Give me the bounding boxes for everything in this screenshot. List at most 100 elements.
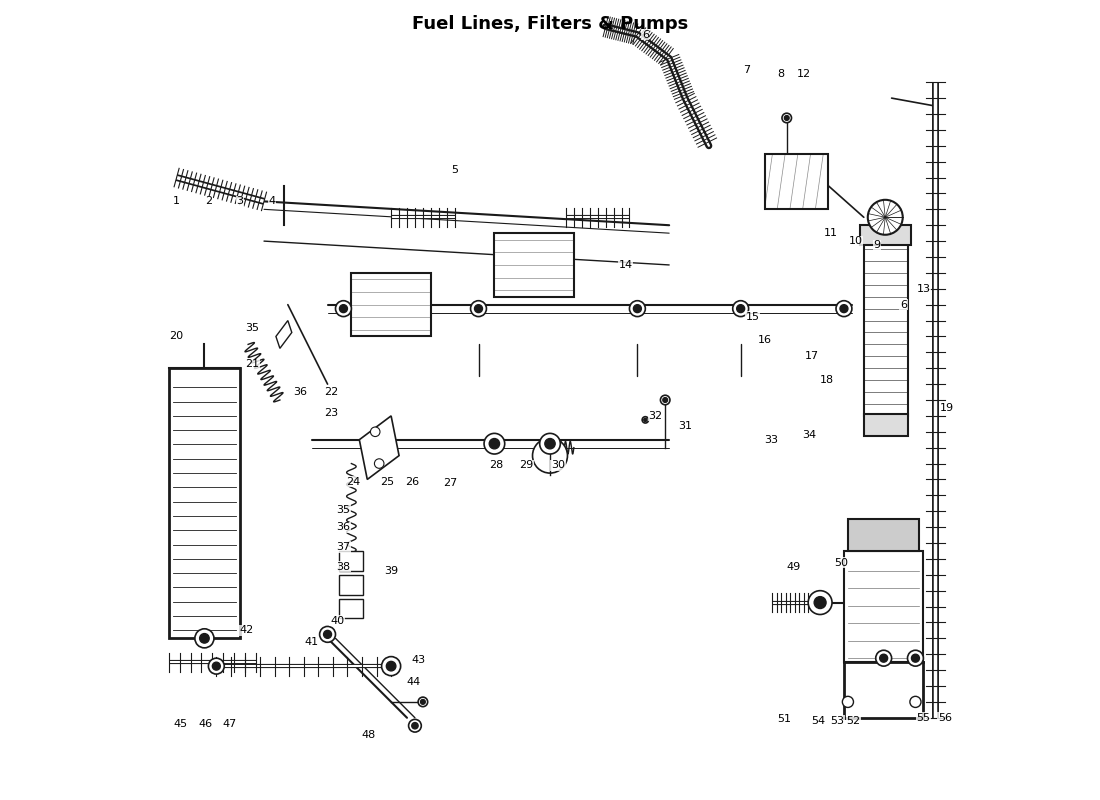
Text: 14: 14 <box>618 260 632 270</box>
Text: 41: 41 <box>305 638 319 647</box>
Circle shape <box>418 697 428 706</box>
Circle shape <box>212 662 220 670</box>
Text: 50: 50 <box>835 558 848 568</box>
Text: 46: 46 <box>198 719 212 729</box>
Bar <box>340 551 363 571</box>
Circle shape <box>208 658 224 674</box>
Circle shape <box>532 438 568 473</box>
Text: 2: 2 <box>205 196 212 206</box>
Text: 16: 16 <box>758 335 771 346</box>
Text: 8: 8 <box>777 70 784 79</box>
Circle shape <box>200 634 209 643</box>
Circle shape <box>836 301 851 317</box>
Text: 42: 42 <box>240 626 254 635</box>
Text: 3: 3 <box>236 196 244 206</box>
Text: 24: 24 <box>345 477 360 487</box>
Circle shape <box>336 301 351 317</box>
Text: 17: 17 <box>805 351 820 362</box>
Text: 6: 6 <box>900 300 908 310</box>
Bar <box>340 574 363 594</box>
Bar <box>864 414 907 436</box>
Circle shape <box>634 305 641 313</box>
Text: 54: 54 <box>812 716 826 726</box>
Circle shape <box>908 650 923 666</box>
Circle shape <box>737 305 745 313</box>
Text: 20: 20 <box>169 331 184 342</box>
Circle shape <box>408 719 421 732</box>
Text: 44: 44 <box>406 677 420 687</box>
Text: 9: 9 <box>873 240 881 250</box>
Bar <box>340 598 363 618</box>
Circle shape <box>910 696 921 707</box>
Circle shape <box>868 200 903 234</box>
Text: 45: 45 <box>174 719 188 729</box>
Circle shape <box>340 305 348 313</box>
Text: 29: 29 <box>519 460 534 470</box>
Bar <box>860 226 912 245</box>
Bar <box>168 368 240 638</box>
Circle shape <box>420 699 426 704</box>
Text: 11: 11 <box>824 228 838 238</box>
Circle shape <box>540 434 560 454</box>
Circle shape <box>642 417 649 423</box>
Text: 5: 5 <box>451 165 459 174</box>
Circle shape <box>382 657 400 676</box>
Text: 30: 30 <box>551 460 565 470</box>
Text: 52: 52 <box>846 716 860 726</box>
Text: 40: 40 <box>330 616 344 626</box>
Text: 37: 37 <box>337 542 351 552</box>
Circle shape <box>880 654 888 662</box>
Text: 12: 12 <box>798 70 812 79</box>
Text: 36: 36 <box>337 522 351 532</box>
Text: 55: 55 <box>916 713 931 722</box>
Text: 39: 39 <box>384 566 398 576</box>
Circle shape <box>814 597 826 609</box>
Text: 32: 32 <box>649 411 662 421</box>
Text: 47: 47 <box>222 719 236 729</box>
Circle shape <box>490 438 499 449</box>
Text: 53: 53 <box>830 716 845 726</box>
Text: 48: 48 <box>362 730 376 740</box>
Circle shape <box>733 301 749 317</box>
Circle shape <box>840 305 848 313</box>
Text: 35: 35 <box>245 323 260 334</box>
Bar <box>864 241 907 416</box>
Circle shape <box>484 434 505 454</box>
Circle shape <box>411 722 418 729</box>
Circle shape <box>644 418 647 422</box>
Circle shape <box>663 398 668 402</box>
Text: 7: 7 <box>744 66 750 75</box>
Circle shape <box>876 650 892 666</box>
Text: 43: 43 <box>411 654 426 665</box>
Circle shape <box>474 305 483 313</box>
Circle shape <box>320 626 336 642</box>
Circle shape <box>843 696 854 707</box>
Text: 35: 35 <box>337 505 351 514</box>
Circle shape <box>371 427 380 437</box>
Text: 22: 22 <box>324 387 339 397</box>
Text: 33: 33 <box>763 434 778 445</box>
Circle shape <box>784 115 789 120</box>
Text: Fuel Lines, Filters & Pumps: Fuel Lines, Filters & Pumps <box>411 14 689 33</box>
Text: 19: 19 <box>940 403 955 413</box>
Text: 21: 21 <box>245 359 260 370</box>
Text: 15: 15 <box>746 311 760 322</box>
Text: 34: 34 <box>802 430 816 440</box>
Text: 31: 31 <box>678 422 692 431</box>
Circle shape <box>660 395 670 405</box>
Circle shape <box>195 629 214 648</box>
Bar <box>494 233 574 297</box>
Circle shape <box>544 438 556 449</box>
Text: 38: 38 <box>337 562 351 572</box>
Text: 51: 51 <box>778 714 791 724</box>
Text: 10: 10 <box>849 236 862 246</box>
Circle shape <box>808 590 832 614</box>
Circle shape <box>782 114 792 122</box>
Circle shape <box>912 654 920 662</box>
Circle shape <box>629 301 646 317</box>
Circle shape <box>374 458 384 468</box>
Text: 27: 27 <box>443 478 458 489</box>
Text: 49: 49 <box>786 562 801 572</box>
Circle shape <box>471 301 486 317</box>
Text: 28: 28 <box>488 460 503 470</box>
